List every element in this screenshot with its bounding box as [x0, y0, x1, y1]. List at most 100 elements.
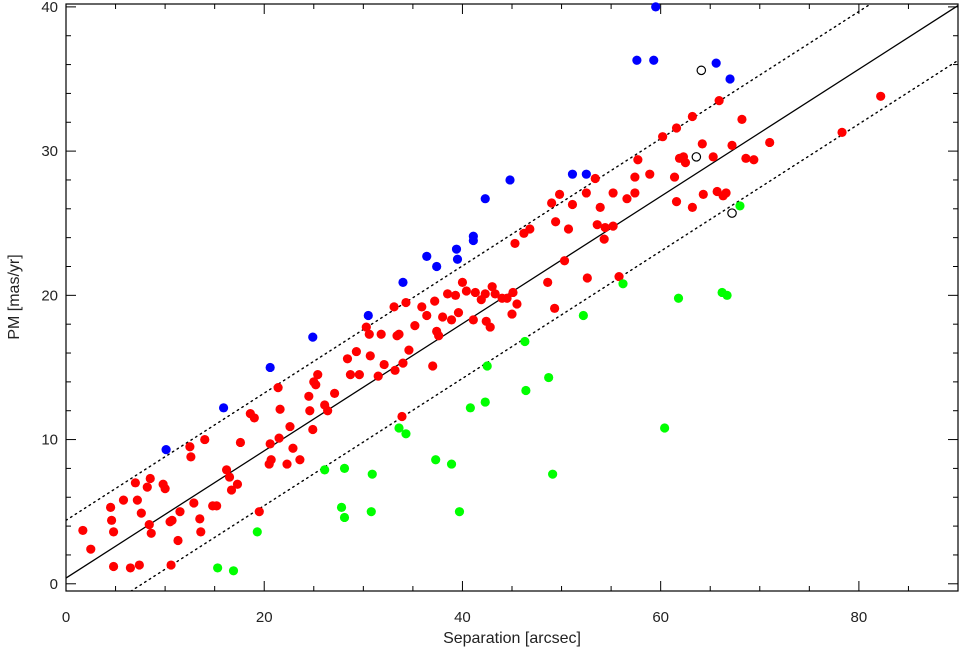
x-tick-label: 0: [62, 609, 70, 626]
data-point: [365, 351, 375, 361]
data-point: [252, 527, 262, 537]
data-point: [651, 2, 661, 12]
data-point: [351, 346, 361, 357]
y-tick-label: 20: [41, 287, 58, 304]
data-point: [563, 224, 574, 234]
data-point: [567, 169, 578, 179]
data-point: [671, 196, 682, 207]
data-point: [389, 302, 399, 312]
data-point: [339, 512, 350, 523]
data-point: [195, 514, 205, 524]
data-point: [345, 370, 356, 380]
data-point: [741, 153, 751, 163]
data-point: [342, 354, 353, 364]
data-point: [376, 329, 386, 339]
data-point: [167, 515, 177, 525]
data-point: [363, 310, 373, 321]
data-point: [367, 469, 377, 479]
data-point: [520, 336, 530, 347]
series-0: [78, 91, 886, 573]
data-point: [295, 455, 305, 465]
data-point: [512, 299, 522, 309]
data-point: [196, 527, 206, 537]
data-point: [428, 361, 438, 371]
data-point: [145, 473, 155, 484]
data-point: [232, 479, 243, 489]
data-point: [547, 198, 557, 208]
data-point: [78, 525, 88, 536]
data-point: [108, 527, 119, 537]
data-point: [468, 315, 478, 325]
data-point: [630, 172, 640, 182]
data-point: [320, 465, 330, 475]
x-tick-label: 60: [652, 609, 669, 626]
data-point: [697, 139, 707, 149]
data-point: [354, 370, 364, 380]
data-point: [186, 452, 196, 462]
data-point: [401, 297, 411, 308]
data-point: [505, 175, 515, 185]
data-point: [212, 501, 222, 511]
data-point: [543, 277, 553, 287]
data-point: [633, 155, 643, 165]
data-point: [837, 127, 847, 137]
data-point: [144, 520, 154, 530]
data-point: [698, 189, 708, 199]
data-point: [630, 188, 640, 198]
data-point: [457, 277, 468, 287]
data-point: [451, 244, 462, 254]
data-point: [323, 406, 333, 416]
y-tick-label: 0: [50, 576, 58, 593]
data-point: [106, 515, 117, 525]
data-point: [288, 443, 298, 453]
data-point: [876, 91, 886, 101]
data-point: [434, 331, 444, 341]
data-point: [313, 370, 323, 380]
data-point: [394, 329, 404, 339]
data-point: [480, 194, 490, 204]
data-point: [173, 535, 183, 546]
data-point: [308, 424, 318, 435]
data-point: [136, 508, 146, 518]
data-point: [431, 455, 441, 465]
data-point: [727, 140, 737, 150]
data-point: [422, 251, 432, 261]
data-point: [213, 563, 223, 573]
data-point: [273, 383, 283, 393]
data-point: [450, 290, 461, 300]
data-point: [669, 172, 680, 182]
data-point: [398, 358, 408, 368]
data-point: [166, 560, 176, 570]
data-point: [708, 152, 718, 162]
data-point: [410, 321, 420, 331]
data-point: [510, 238, 520, 249]
data-point: [608, 188, 618, 198]
data-point: [680, 158, 691, 168]
data-point: [285, 421, 295, 432]
data-point: [274, 433, 284, 443]
data-point: [470, 287, 480, 298]
data-point: [228, 566, 239, 576]
data-point: [490, 289, 500, 299]
data-point: [373, 371, 383, 381]
data-point: [329, 388, 340, 399]
data-point: [581, 188, 591, 198]
data-point: [446, 459, 457, 469]
data-point: [282, 459, 292, 469]
data-point: [658, 132, 668, 142]
data-point: [482, 361, 492, 371]
x-tick-label: 20: [256, 609, 273, 626]
data-point: [465, 403, 475, 413]
data-point: [727, 208, 737, 218]
data-point: [160, 483, 170, 494]
x-tick-label: 80: [851, 609, 868, 626]
data-point: [548, 469, 558, 479]
data-point: [311, 380, 321, 390]
data-point: [266, 455, 276, 465]
data-point: [132, 495, 142, 505]
series-3: [691, 65, 737, 218]
data-point: [551, 217, 561, 227]
data-point: [671, 123, 682, 133]
data-point: [632, 55, 642, 65]
